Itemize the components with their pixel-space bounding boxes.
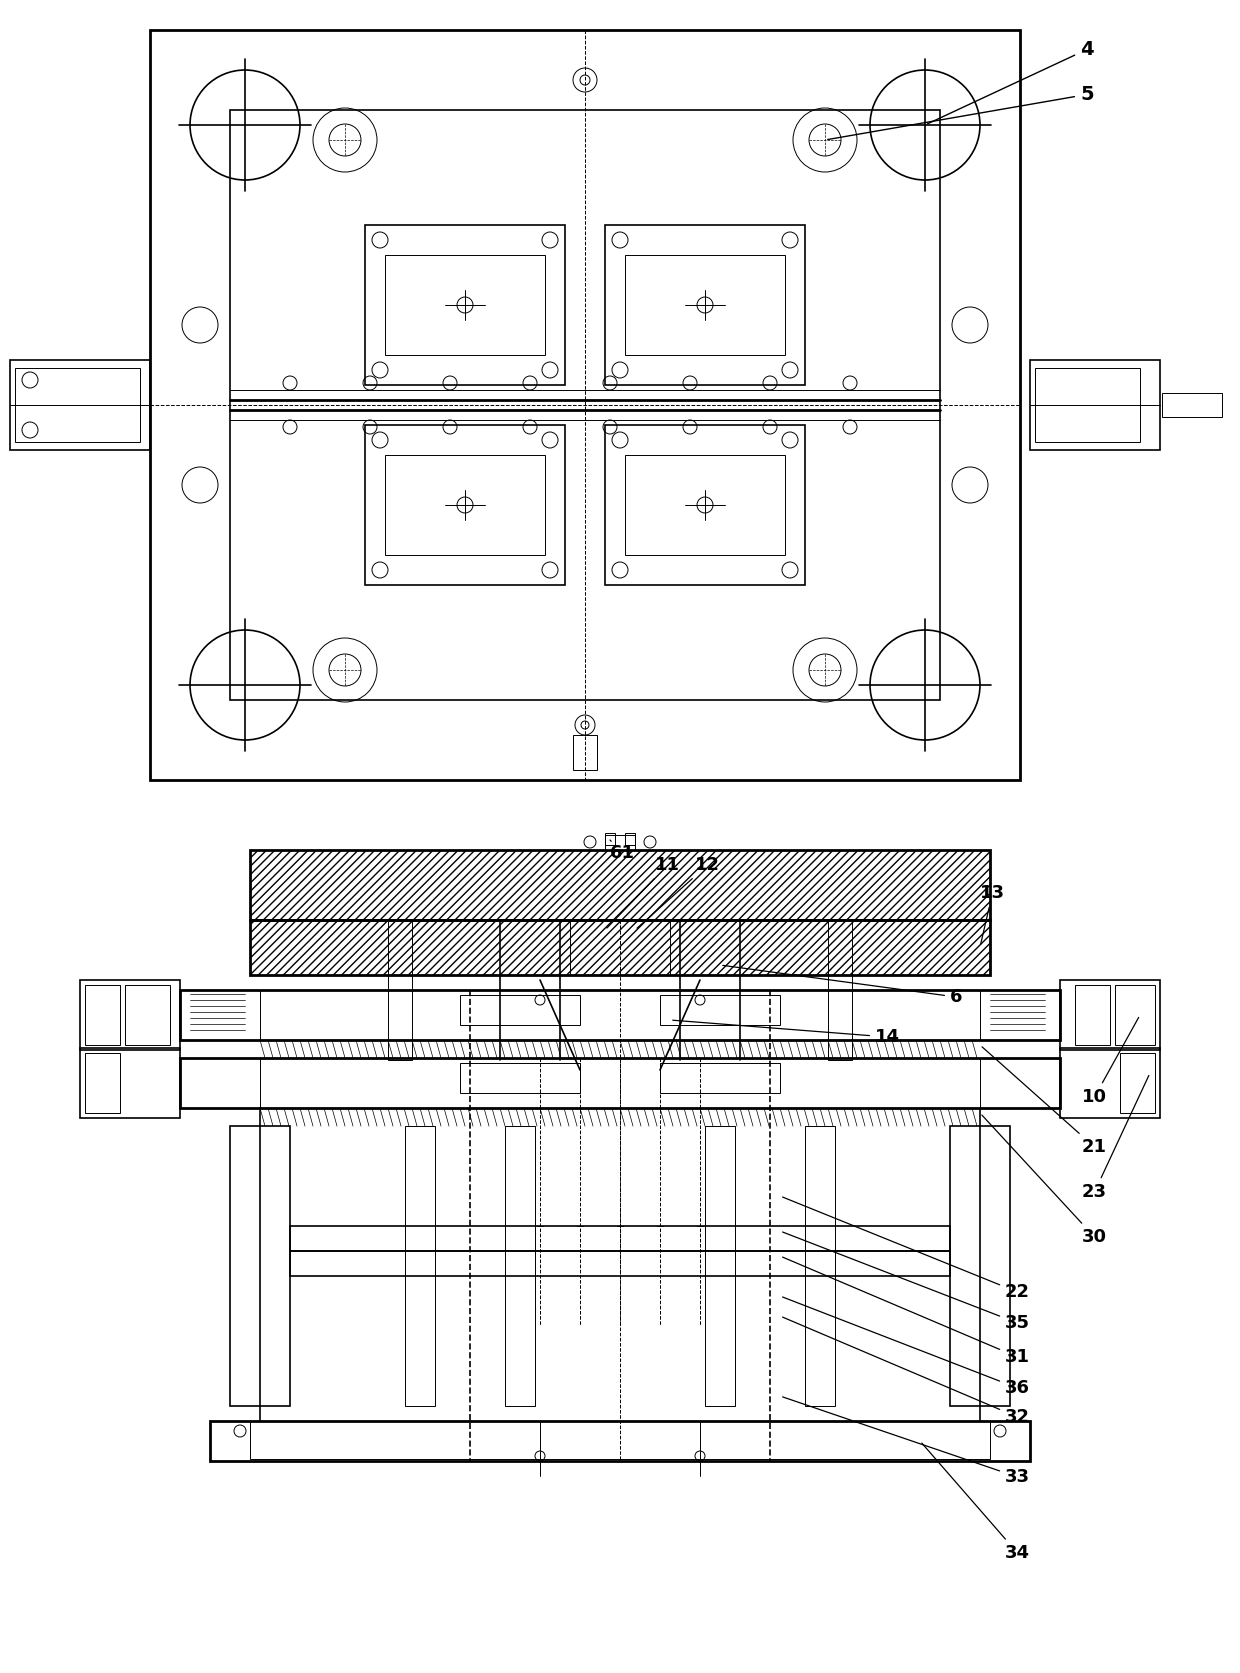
Bar	[250, 1420, 990, 1459]
Text: 31: 31	[782, 1256, 1030, 1365]
Bar	[365, 425, 565, 586]
Bar	[250, 920, 990, 975]
Bar	[805, 1126, 835, 1405]
Bar	[210, 1420, 1030, 1461]
Text: 34: 34	[921, 1444, 1030, 1563]
Bar	[405, 1126, 435, 1405]
Text: 13: 13	[980, 883, 1004, 944]
Bar	[150, 30, 1021, 780]
Text: 4: 4	[928, 40, 1094, 124]
Bar	[605, 224, 805, 385]
Bar	[605, 835, 635, 850]
Text: 33: 33	[782, 1397, 1030, 1486]
Bar	[1060, 1047, 1159, 1118]
Text: 36: 36	[782, 1297, 1030, 1397]
Bar	[250, 850, 990, 920]
Bar	[605, 833, 615, 845]
Bar	[229, 1126, 290, 1405]
Text: 61: 61	[610, 840, 635, 862]
Bar	[660, 995, 780, 1026]
Text: 32: 32	[782, 1317, 1030, 1425]
Bar	[290, 1226, 950, 1251]
Bar	[1035, 368, 1140, 442]
Text: 5: 5	[828, 85, 1094, 139]
Bar	[660, 1062, 780, 1092]
Bar	[1162, 393, 1221, 417]
Bar	[384, 455, 546, 555]
Bar	[505, 1126, 534, 1405]
Bar	[81, 980, 180, 1051]
Bar	[180, 1057, 1060, 1108]
Bar	[460, 1062, 580, 1092]
Bar	[605, 425, 805, 586]
Bar	[290, 1251, 950, 1276]
Bar	[10, 360, 150, 450]
Bar	[1060, 980, 1159, 1051]
Bar	[1120, 1052, 1154, 1113]
Text: 11: 11	[606, 857, 680, 929]
Bar	[388, 920, 412, 1061]
Bar	[86, 985, 120, 1046]
Text: 23: 23	[1083, 1076, 1148, 1201]
Bar	[180, 990, 1060, 1041]
Bar	[706, 1126, 735, 1405]
Text: 6: 6	[723, 965, 962, 1005]
Bar	[1075, 985, 1110, 1046]
Bar	[625, 254, 785, 355]
Bar	[250, 850, 990, 920]
Bar	[86, 1052, 120, 1113]
Bar	[1115, 985, 1154, 1046]
Text: 10: 10	[1083, 1017, 1138, 1106]
Bar	[81, 1047, 180, 1118]
Bar	[125, 985, 170, 1046]
Bar	[950, 1126, 1011, 1405]
Bar	[625, 833, 635, 845]
Text: 22: 22	[782, 1198, 1030, 1302]
Bar	[15, 368, 140, 442]
Bar	[229, 110, 940, 699]
Bar	[384, 254, 546, 355]
Bar	[365, 224, 565, 385]
Text: 30: 30	[982, 1114, 1107, 1246]
Bar	[460, 995, 580, 1026]
Text: 35: 35	[782, 1231, 1030, 1332]
Text: 14: 14	[673, 1021, 900, 1046]
Bar	[570, 920, 670, 975]
Bar	[250, 920, 990, 975]
Bar	[573, 734, 596, 770]
Bar	[828, 920, 852, 1061]
Bar	[625, 455, 785, 555]
Bar	[1030, 360, 1159, 450]
Text: 12: 12	[637, 857, 720, 929]
Text: 21: 21	[982, 1047, 1107, 1156]
